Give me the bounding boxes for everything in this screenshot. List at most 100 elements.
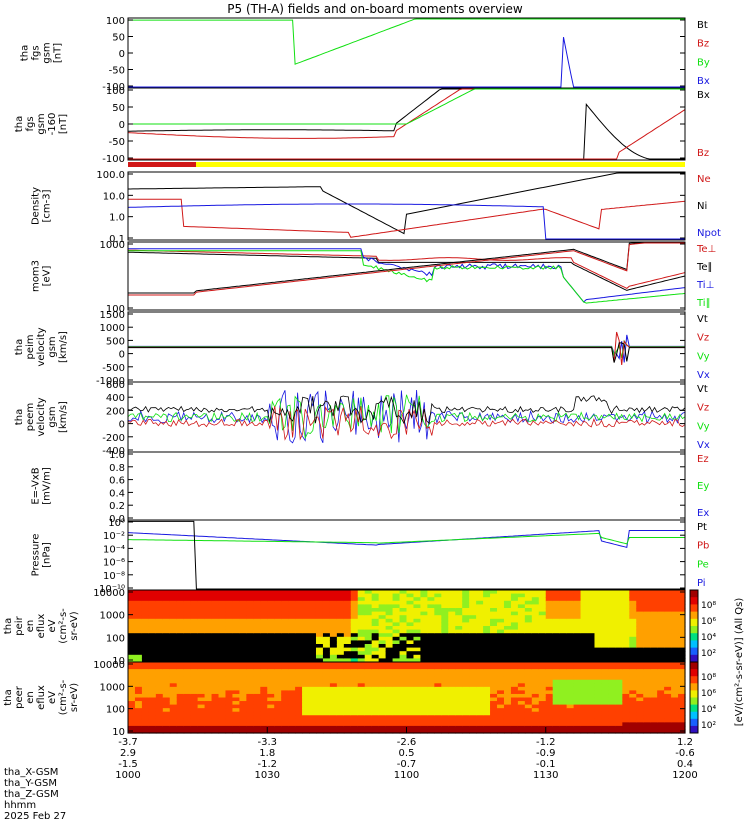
heatmap-cell	[392, 618, 401, 623]
legend-Pb: Pb	[697, 541, 709, 552]
heatmap-cell	[671, 708, 679, 713]
heatmap-cell	[559, 640, 568, 645]
heatmap-cell	[678, 686, 686, 691]
heatmap-cell	[622, 697, 630, 702]
heatmap-cell	[155, 593, 164, 598]
heatmap-cell	[434, 604, 442, 609]
heatmap-cell	[309, 590, 317, 595]
heatmap-cell	[601, 654, 610, 659]
heatmap-cell	[490, 658, 498, 663]
heatmap-cell	[350, 608, 359, 613]
colorbar-frame	[689, 661, 699, 734]
heatmap-cell	[392, 704, 401, 709]
heatmap-cell	[636, 647, 644, 652]
heatmap-cell	[176, 729, 185, 734]
heatmap-cell	[664, 722, 672, 727]
heatmap-cell	[371, 725, 380, 731]
heatmap-cell	[162, 718, 171, 723]
heatmap-cell	[128, 708, 136, 713]
heatmap-cell	[155, 718, 164, 723]
heatmap-cell	[608, 665, 616, 670]
heatmap-cell	[274, 683, 282, 688]
heatmap-cell	[448, 725, 456, 731]
heatmap-cell	[315, 608, 324, 613]
heatmap-cell	[378, 669, 387, 674]
heatmap-cell	[134, 658, 143, 663]
heatmap-cell	[148, 672, 157, 677]
heatmap-cell	[608, 693, 616, 699]
heatmap-cell	[413, 693, 422, 699]
heatmap-cell	[162, 690, 171, 695]
heatmap-cell	[448, 597, 456, 602]
heatmap-cell	[510, 679, 519, 684]
heatmap-cell	[643, 711, 651, 716]
heatmap-cell	[657, 711, 665, 716]
heatmap-cell	[392, 708, 401, 713]
heatmap-cell	[169, 640, 178, 645]
heatmap-cell	[531, 593, 540, 598]
heatmap-cell	[490, 708, 498, 713]
heatmap-cell	[503, 718, 512, 723]
heatmap-cell	[155, 633, 164, 638]
heatmap-cell	[336, 593, 345, 598]
heatmap-cell	[343, 600, 352, 605]
heatmap-cell	[197, 644, 206, 649]
heatmap-cell	[580, 633, 589, 638]
heatmap-cell	[399, 701, 408, 706]
heatmap-cell	[128, 644, 136, 649]
heatmap-cell	[469, 644, 477, 649]
heatmap-cell	[169, 658, 178, 663]
heatmap-cell	[636, 644, 644, 649]
heatmap-cell	[295, 662, 303, 667]
heatmap-cell	[427, 725, 435, 731]
heatmap-cell	[490, 622, 498, 627]
heatmap-cell	[288, 665, 296, 670]
heatmap-cell	[225, 654, 234, 659]
heatmap-cell	[497, 665, 505, 670]
heatmap-cell	[434, 644, 442, 649]
heatmap-cell	[239, 725, 247, 731]
heatmap-cell	[378, 622, 387, 627]
heatmap-cell	[322, 708, 331, 713]
heatmap-cell	[636, 718, 644, 723]
heatmap-cell	[455, 708, 463, 713]
heatmap-cell	[246, 654, 254, 659]
heatmap-cell	[267, 686, 275, 691]
heatmap-cell	[594, 665, 603, 670]
heatmap-cell	[545, 644, 554, 649]
heatmap-cell	[615, 644, 623, 649]
heatmap-cell	[615, 711, 623, 716]
heatmap-cell	[559, 611, 568, 616]
heatmap-cell	[274, 722, 282, 727]
heatmap-cell	[399, 604, 408, 609]
heatmap-cell	[545, 722, 554, 727]
heatmap-cell	[594, 708, 603, 713]
heatmap-cell	[267, 683, 275, 688]
heatmap-cell	[469, 725, 477, 731]
heatmap-cell	[385, 686, 394, 691]
heatmap-cell	[288, 644, 296, 649]
heatmap-cell	[490, 683, 498, 688]
heatmap-cell	[128, 690, 136, 695]
heatmap-cell	[371, 654, 380, 659]
heatmap-cell	[420, 593, 428, 598]
heatmap-cell	[608, 683, 616, 688]
heatmap-cell	[517, 654, 526, 659]
heatmap-cell	[190, 665, 199, 670]
colorbar-tick: 10⁸	[701, 601, 716, 611]
heatmap-cell	[385, 658, 394, 663]
heatmap-cell	[197, 693, 206, 699]
heatmap-cell	[385, 725, 394, 731]
heatmap-cell	[545, 600, 554, 605]
heatmap-cell	[601, 690, 610, 695]
heatmap-cell	[246, 725, 254, 731]
heatmap-cell	[517, 729, 526, 734]
heatmap-cell	[239, 676, 247, 681]
heatmap-cell	[364, 704, 373, 709]
y-tick-label: 600	[106, 380, 125, 391]
heatmap-cell	[615, 697, 623, 702]
heatmap-cell	[671, 718, 679, 723]
heatmap-cell	[211, 722, 220, 727]
heatmap-cell	[357, 708, 366, 713]
heatmap-cell	[448, 676, 456, 681]
